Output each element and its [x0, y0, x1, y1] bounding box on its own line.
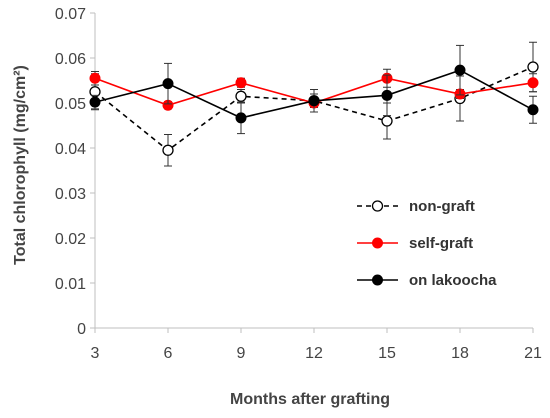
data-point: [89, 72, 101, 84]
x-axis-title: Months after grafting: [230, 391, 390, 408]
x-tick-label: 18: [451, 345, 469, 362]
data-point: [308, 95, 320, 107]
legend-marker: [372, 274, 383, 286]
data-point: [162, 144, 174, 156]
axes: 0 0.01 0.02 0.03 0.04 0.05 0.06 0.07 3 6 9 12 15 18 21: [55, 6, 542, 362]
data-point: [454, 64, 466, 76]
legend-label: non-graft: [409, 198, 475, 215]
legend-marker: [372, 237, 383, 249]
legend: non-graft self-graft on lakoocha: [357, 198, 497, 289]
y-tick-label: 0.03: [55, 186, 86, 203]
data-point: [235, 77, 247, 89]
legend-item: on lakoocha: [357, 272, 497, 289]
x-tick-label: 6: [164, 345, 173, 362]
data-point: [527, 61, 539, 73]
y-tick-label: 0.04: [55, 141, 86, 158]
legend-marker: [371, 200, 384, 212]
y-tick-label: 0.07: [55, 6, 86, 23]
legend-item: self-graft: [357, 235, 473, 252]
y-tick-label: 0.01: [55, 276, 86, 293]
data-point: [527, 104, 539, 116]
y-tick-label: 0.02: [55, 231, 86, 248]
series-layer: [89, 41, 539, 167]
data-point: [235, 90, 247, 102]
y-axis-title: Total chlorophyll (mg/cm²): [12, 65, 29, 265]
y-tick-label: 0: [77, 321, 86, 338]
data-point: [235, 112, 247, 124]
data-point: [162, 78, 174, 90]
legend-label: on lakoocha: [409, 272, 497, 289]
legend-label: self-graft: [409, 235, 473, 252]
legend-item: non-graft: [357, 198, 475, 215]
data-point: [381, 115, 393, 127]
data-point: [89, 96, 101, 108]
x-tick-label: 12: [305, 345, 323, 362]
x-tick-label: 3: [91, 345, 100, 362]
x-tick-label: 15: [378, 345, 396, 362]
x-tick-label: 21: [524, 345, 542, 362]
x-tick-label: 9: [237, 345, 246, 362]
y-tick-label: 0.06: [55, 51, 86, 68]
data-point: [381, 89, 393, 101]
data-point: [527, 77, 539, 89]
series-on-lakoocha: [89, 44, 539, 135]
y-tick-label: 0.05: [55, 96, 86, 113]
